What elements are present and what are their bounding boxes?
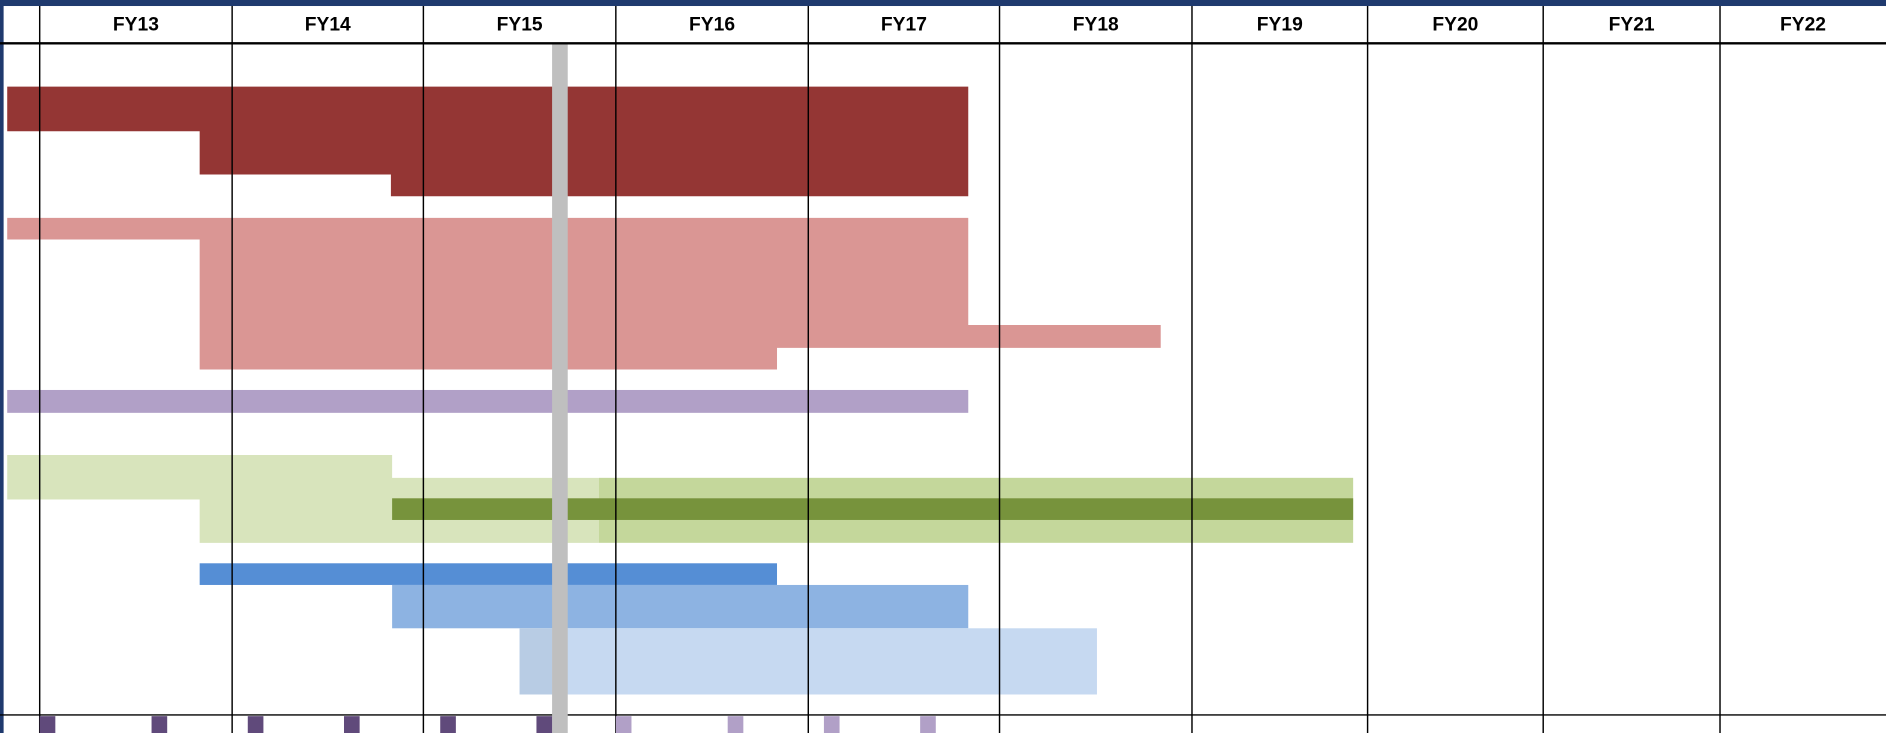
- milestone: [615, 716, 632, 733]
- milestones: [39, 716, 936, 733]
- column-header: FY17: [881, 14, 927, 35]
- milestone: [727, 716, 744, 733]
- milestone: [151, 716, 168, 733]
- column-header: FY21: [1609, 14, 1655, 35]
- header-row: FY13 FY14 FY15 FY16 FY17 FY18 FY19 FY20 FY21 FY22: [113, 14, 1826, 35]
- mid-blue-bar: [392, 584, 969, 629]
- column-header: FY19: [1257, 14, 1303, 35]
- milestone: [440, 716, 456, 733]
- column-header: FY20: [1432, 14, 1478, 35]
- light-green-bar: [7, 454, 599, 543]
- pink-bar: [7, 217, 1161, 370]
- today-marker: [552, 44, 568, 733]
- column-header: FY15: [497, 14, 543, 35]
- column-header: FY18: [1073, 14, 1119, 35]
- dark-red-bar: [7, 86, 969, 197]
- column-header: FY22: [1780, 14, 1826, 35]
- milestone: [39, 716, 56, 733]
- blue-bar: [199, 563, 778, 585]
- milestone: [920, 716, 936, 733]
- column-header: FY16: [689, 14, 735, 35]
- milestone: [536, 716, 553, 733]
- column-header: FY14: [305, 14, 351, 35]
- top-border: [0, 0, 1886, 7]
- light-blue-bar-edge: [519, 628, 553, 695]
- left-border: [0, 0, 4, 733]
- column-header: FY13: [113, 14, 159, 35]
- milestone: [344, 716, 360, 733]
- milestone: [823, 716, 840, 733]
- dark-green-bar: [392, 498, 1354, 520]
- purple-bar: [7, 389, 969, 413]
- milestone: [247, 716, 264, 733]
- column-lines: [38, 6, 1721, 733]
